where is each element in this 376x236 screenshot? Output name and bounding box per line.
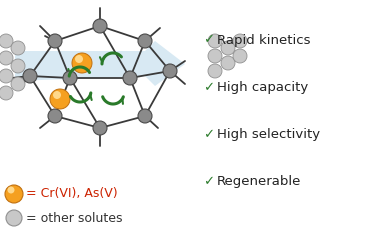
Circle shape <box>6 210 22 226</box>
Circle shape <box>11 77 25 91</box>
Text: ✓: ✓ <box>203 128 214 141</box>
Circle shape <box>221 56 235 70</box>
Polygon shape <box>15 41 185 86</box>
Circle shape <box>50 89 70 109</box>
Text: Rapid kinetics: Rapid kinetics <box>217 34 311 47</box>
Circle shape <box>233 34 247 48</box>
Circle shape <box>75 55 83 63</box>
Circle shape <box>163 64 177 78</box>
Text: Regenerable: Regenerable <box>217 175 302 188</box>
Circle shape <box>0 86 13 100</box>
Circle shape <box>11 41 25 55</box>
Circle shape <box>5 185 23 203</box>
Circle shape <box>48 109 62 123</box>
Circle shape <box>93 19 107 33</box>
Text: = other solutes: = other solutes <box>26 211 123 224</box>
Circle shape <box>8 186 15 194</box>
Circle shape <box>53 91 61 99</box>
Circle shape <box>72 53 92 73</box>
Circle shape <box>138 109 152 123</box>
Circle shape <box>93 121 107 135</box>
Text: ✓: ✓ <box>203 34 214 47</box>
Circle shape <box>208 34 222 48</box>
Text: ✓: ✓ <box>203 81 214 94</box>
Circle shape <box>123 71 137 85</box>
Circle shape <box>138 34 152 48</box>
Circle shape <box>208 49 222 63</box>
Circle shape <box>0 51 13 65</box>
Text: High selectivity: High selectivity <box>217 128 320 141</box>
Circle shape <box>208 64 222 78</box>
Text: ✓: ✓ <box>203 175 214 188</box>
Circle shape <box>63 71 77 85</box>
Circle shape <box>11 59 25 73</box>
Circle shape <box>233 49 247 63</box>
Text: = Cr(VI), As(V): = Cr(VI), As(V) <box>26 187 118 201</box>
Circle shape <box>48 34 62 48</box>
Text: High capacity: High capacity <box>217 81 308 94</box>
Circle shape <box>0 69 13 83</box>
Circle shape <box>23 69 37 83</box>
Circle shape <box>221 41 235 55</box>
Circle shape <box>0 34 13 48</box>
